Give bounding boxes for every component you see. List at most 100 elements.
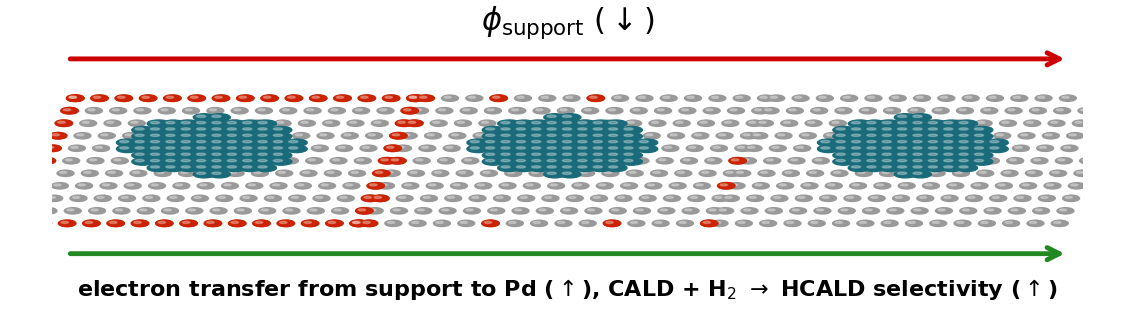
Ellipse shape (641, 197, 649, 198)
Ellipse shape (212, 95, 229, 101)
Ellipse shape (146, 133, 163, 139)
Ellipse shape (243, 121, 252, 124)
Ellipse shape (331, 109, 338, 111)
Ellipse shape (758, 170, 775, 176)
Ellipse shape (166, 145, 183, 151)
Ellipse shape (313, 195, 330, 201)
Ellipse shape (717, 183, 735, 189)
Ellipse shape (910, 126, 932, 133)
Ellipse shape (166, 141, 175, 143)
Ellipse shape (645, 183, 662, 189)
Ellipse shape (135, 128, 144, 130)
Ellipse shape (308, 208, 325, 214)
Ellipse shape (959, 109, 966, 111)
Ellipse shape (252, 121, 260, 123)
Ellipse shape (602, 170, 619, 176)
Ellipse shape (608, 159, 617, 162)
Ellipse shape (281, 158, 299, 164)
Ellipse shape (389, 133, 407, 139)
Ellipse shape (639, 147, 648, 149)
Ellipse shape (726, 171, 733, 173)
Ellipse shape (1019, 183, 1036, 189)
Ellipse shape (516, 134, 526, 137)
Ellipse shape (512, 109, 519, 111)
Ellipse shape (844, 195, 860, 201)
Ellipse shape (528, 120, 545, 126)
Ellipse shape (563, 147, 572, 149)
Ellipse shape (560, 158, 581, 165)
Ellipse shape (285, 95, 303, 101)
Ellipse shape (490, 95, 507, 101)
Ellipse shape (656, 158, 673, 164)
Ellipse shape (51, 183, 68, 189)
Ellipse shape (690, 197, 698, 198)
Ellipse shape (952, 170, 969, 176)
Ellipse shape (1068, 183, 1085, 189)
Ellipse shape (1048, 120, 1065, 126)
Ellipse shape (389, 158, 406, 164)
Ellipse shape (928, 159, 938, 162)
Ellipse shape (968, 197, 975, 198)
Ellipse shape (322, 120, 339, 126)
Ellipse shape (151, 134, 160, 137)
Ellipse shape (743, 209, 750, 211)
Ellipse shape (716, 133, 733, 139)
Ellipse shape (977, 170, 994, 176)
Ellipse shape (392, 159, 398, 161)
Ellipse shape (1046, 184, 1053, 186)
Ellipse shape (848, 164, 869, 171)
Ellipse shape (578, 128, 587, 130)
Ellipse shape (193, 114, 215, 121)
Ellipse shape (142, 96, 150, 98)
Ellipse shape (465, 95, 482, 101)
Ellipse shape (792, 95, 809, 101)
Ellipse shape (910, 164, 932, 171)
Ellipse shape (886, 208, 903, 214)
Ellipse shape (572, 183, 589, 189)
Ellipse shape (188, 209, 195, 211)
Ellipse shape (111, 158, 128, 164)
Ellipse shape (704, 222, 711, 223)
Ellipse shape (747, 195, 764, 201)
Ellipse shape (432, 121, 440, 123)
Ellipse shape (751, 108, 768, 114)
Ellipse shape (826, 134, 833, 136)
Ellipse shape (489, 159, 496, 161)
Ellipse shape (148, 145, 169, 153)
Ellipse shape (810, 108, 827, 114)
Ellipse shape (402, 108, 418, 114)
Ellipse shape (1029, 222, 1036, 223)
Ellipse shape (949, 184, 957, 186)
Ellipse shape (913, 166, 922, 168)
Ellipse shape (385, 145, 401, 151)
Ellipse shape (22, 195, 39, 201)
Ellipse shape (936, 159, 943, 161)
Ellipse shape (271, 134, 278, 136)
Ellipse shape (832, 121, 839, 123)
Ellipse shape (386, 171, 393, 173)
Ellipse shape (608, 166, 617, 168)
Ellipse shape (406, 95, 424, 101)
Ellipse shape (464, 159, 471, 161)
Ellipse shape (445, 195, 462, 201)
Ellipse shape (910, 133, 932, 140)
Ellipse shape (50, 133, 67, 139)
Ellipse shape (670, 183, 687, 189)
Ellipse shape (742, 159, 749, 161)
Ellipse shape (583, 158, 600, 164)
Ellipse shape (938, 209, 945, 211)
Ellipse shape (942, 146, 949, 148)
Ellipse shape (928, 153, 938, 155)
Ellipse shape (563, 172, 572, 174)
Ellipse shape (925, 164, 947, 171)
Ellipse shape (577, 120, 592, 126)
Ellipse shape (943, 141, 953, 143)
Ellipse shape (819, 195, 836, 201)
Ellipse shape (543, 146, 550, 148)
Ellipse shape (594, 159, 603, 162)
Ellipse shape (943, 147, 953, 149)
Ellipse shape (212, 166, 221, 168)
Ellipse shape (898, 115, 907, 117)
Ellipse shape (384, 145, 402, 151)
Ellipse shape (16, 208, 33, 214)
